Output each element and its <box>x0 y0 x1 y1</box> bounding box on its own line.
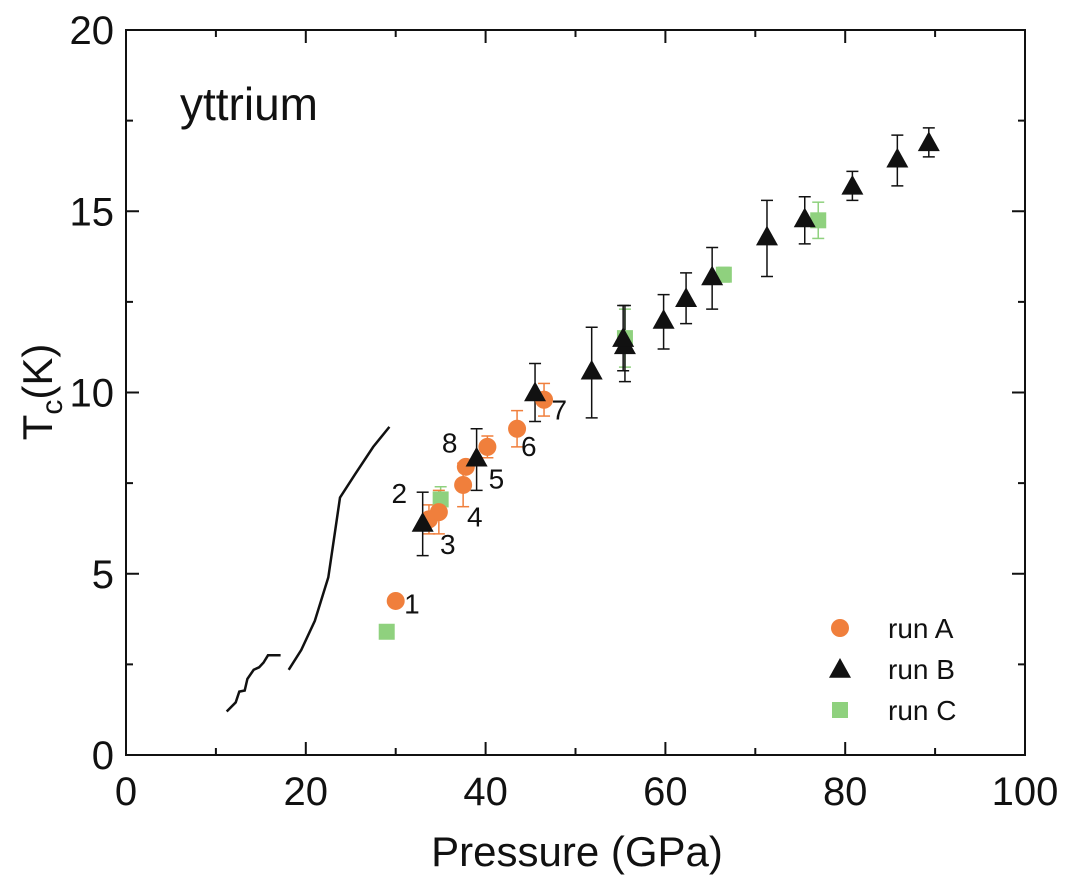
data-point-run-b <box>917 131 940 152</box>
x-tick-label: 80 <box>823 770 868 814</box>
data-point-run-b <box>793 207 816 228</box>
reference-curve-layer <box>225 426 391 713</box>
legend-marker-run-c <box>832 702 848 718</box>
data-point-run-b <box>580 359 603 380</box>
legend-label: run B <box>888 654 955 685</box>
data-point-run-c <box>378 623 395 640</box>
data-point-run-b <box>701 265 724 286</box>
plot-frame <box>125 29 1026 756</box>
x-tick-label: 100 <box>992 770 1059 814</box>
data-point-run-b <box>612 327 635 347</box>
x-tick-label: 20 <box>284 770 329 814</box>
x-tick-label: 40 <box>463 770 508 814</box>
x-tick-label: 0 <box>115 770 137 814</box>
reference-curve <box>225 654 281 713</box>
legend-marker-run-b <box>829 658 851 678</box>
point-label: 3 <box>440 529 456 560</box>
point-label: 2 <box>392 478 408 509</box>
data-point-run-b <box>465 446 488 467</box>
point-label: 1 <box>404 589 420 620</box>
data-point-run-a <box>429 503 448 522</box>
y-axis-label-sub: c <box>36 400 69 415</box>
point-label: 5 <box>489 464 505 495</box>
legend-marker-run-a <box>831 619 849 637</box>
data-point-run-b <box>841 174 864 195</box>
point-label: 7 <box>552 395 568 426</box>
data-point-run-a <box>454 475 473 494</box>
x-tick-label: 60 <box>643 770 688 814</box>
data-point-run-b <box>675 287 698 308</box>
legend: run A run B run C <box>829 613 956 726</box>
data-point-run-a <box>508 419 527 438</box>
x-axis-label: Pressure (GPa) <box>431 828 723 875</box>
y-tick-label: 20 <box>70 9 115 53</box>
data-point-run-c <box>715 266 732 283</box>
y-axis-label: Tc(K) <box>14 344 69 441</box>
data-point-run-a <box>386 591 405 610</box>
point-label: 8 <box>442 427 458 458</box>
y-tick-label: 15 <box>70 190 115 234</box>
data-point-run-b <box>652 309 675 329</box>
data-point-run-b <box>411 512 434 532</box>
data-point-run-c <box>810 212 827 229</box>
data-point-run-b <box>755 225 778 246</box>
data-point-run-b <box>886 147 909 168</box>
legend-label: run C <box>888 695 956 726</box>
points-layer <box>378 131 940 640</box>
data-point-run-b <box>524 381 547 402</box>
y-tick-label: 0 <box>92 734 114 778</box>
legend-label: run A <box>888 613 954 644</box>
axes-layer <box>125 29 1026 756</box>
y-axis-label-rest: (K) <box>14 344 61 400</box>
chart-annotation: yttrium <box>180 78 318 130</box>
y-axis-label-main: T <box>14 415 61 441</box>
y-tick-label: 10 <box>70 372 115 416</box>
point-label: 4 <box>467 502 483 533</box>
point-label: 6 <box>521 431 537 462</box>
y-tick-label: 5 <box>92 553 114 597</box>
reference-curve <box>287 426 391 671</box>
data-point-run-a <box>478 437 497 456</box>
